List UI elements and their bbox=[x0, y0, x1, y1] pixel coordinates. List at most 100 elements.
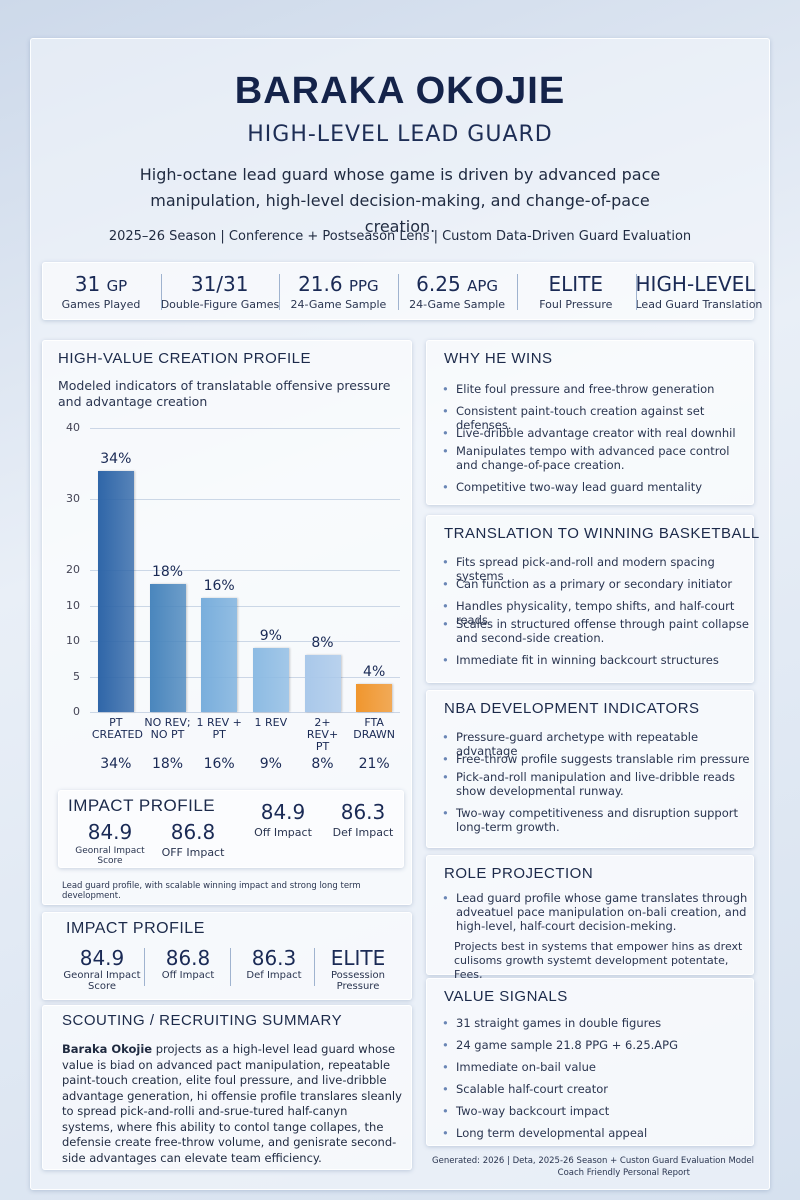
y-tick-label: 20 bbox=[66, 563, 80, 576]
footer-subline: Coach Friendly Personal Report bbox=[557, 1168, 690, 1178]
scouting-lead: Baraka Okojie bbox=[62, 1042, 153, 1056]
y-tick-label: 5 bbox=[73, 669, 80, 683]
stat-label: Double-Figure Games bbox=[160, 298, 280, 311]
bar bbox=[97, 470, 134, 712]
row-label: 21% bbox=[358, 756, 390, 772]
section-title: TRANSLATION TO WINNING BASKETBALL bbox=[444, 525, 760, 542]
stat-number: 21.6 bbox=[298, 272, 343, 296]
stat-unit: GP bbox=[106, 277, 128, 295]
impact-panel bbox=[42, 912, 412, 1000]
bullet-item: Immediate fit in winning backcourt struc… bbox=[440, 653, 750, 667]
impact-label: Off Impact bbox=[161, 970, 215, 981]
footer-generated: Generated: 2026 | Deta, 2025-26 Season +… bbox=[432, 1156, 754, 1166]
divider bbox=[144, 948, 145, 986]
grid-line bbox=[90, 570, 400, 571]
bullet-item: Elite foul pressure and free-throw gener… bbox=[440, 382, 750, 396]
stat-unit: PPG bbox=[348, 277, 379, 295]
bullet-item: Long term developmental appeal bbox=[440, 1126, 750, 1140]
row-label: 16% bbox=[203, 756, 235, 772]
bullet-item: Two-way backcourt impact bbox=[440, 1104, 750, 1118]
chart-title: HIGH-VALUE CREATION PROFILE bbox=[58, 350, 311, 367]
y-tick-label: 10 bbox=[66, 634, 80, 647]
chart-subtitle: Modeled indicators of translatable offen… bbox=[58, 378, 391, 409]
divider bbox=[279, 274, 281, 310]
impact-panel bbox=[58, 790, 404, 868]
stat-value: HIGH-LEVEL bbox=[635, 272, 756, 296]
stat-label: Foul Pressure bbox=[539, 298, 613, 311]
stat-value: 31 GP bbox=[42, 272, 160, 296]
stat-value: 6.25 APG bbox=[398, 272, 516, 296]
grid-line bbox=[90, 676, 400, 678]
row-label: 9% bbox=[259, 756, 282, 772]
impact-label: Geonral Impact Score bbox=[63, 970, 141, 992]
value-label: 4% bbox=[363, 663, 386, 680]
bullet-item: Competitive two-way lead guard mentality bbox=[440, 480, 750, 494]
role-note: Projects best in systems that empower hi… bbox=[454, 940, 743, 981]
value-label: 9% bbox=[259, 628, 282, 645]
section-title: WHY HE WINS bbox=[444, 350, 553, 367]
grid-line bbox=[90, 605, 400, 607]
divider bbox=[516, 274, 518, 310]
grid-line bbox=[90, 641, 400, 642]
grid-line bbox=[90, 428, 400, 429]
row-label: 34% bbox=[100, 756, 132, 772]
context: 2025–26 Season | Conference + Postseason… bbox=[108, 229, 692, 244]
impact-value: 86.8 bbox=[165, 946, 211, 970]
impact-label: Def Impact bbox=[246, 970, 302, 981]
stat-label: Lead Guard Translation bbox=[635, 298, 763, 311]
section-title: VALUE SIGNALS bbox=[444, 988, 568, 1005]
stats-strip bbox=[42, 262, 754, 320]
bar bbox=[252, 648, 289, 712]
impact-value: 84.9 bbox=[87, 820, 133, 844]
bar bbox=[201, 598, 238, 712]
divider bbox=[635, 274, 637, 310]
bullet-item: Live-dribble advantage creator with real… bbox=[440, 426, 750, 440]
impact-label: OFF Impact bbox=[161, 846, 225, 859]
stat-value: 31/31 bbox=[161, 272, 279, 296]
stat-label: 24-Game Sample bbox=[290, 298, 387, 311]
bullet-item: Can function as a primary or secondary i… bbox=[440, 577, 750, 591]
y-tick-label: 40 bbox=[66, 421, 80, 434]
stat-number: HIGH-LEVEL bbox=[635, 272, 756, 296]
role: HIGH-LEVEL LEAD GUARD bbox=[247, 122, 553, 147]
bullet-item: Pick-and-roll manipulation and live-drib… bbox=[440, 770, 750, 798]
x-tick-label: NO REV; NO PT bbox=[144, 716, 191, 741]
impact-value: ELITE bbox=[330, 946, 386, 970]
bullet-item: 31 straight games in double figures bbox=[440, 1016, 750, 1030]
impact-label: Geonral Impact Score bbox=[75, 846, 145, 866]
impact-label: Off Impact bbox=[254, 826, 312, 839]
divider bbox=[160, 274, 162, 310]
stat-number: ELITE bbox=[548, 272, 604, 296]
bar bbox=[356, 683, 393, 712]
stat-label: 24-Game Sample bbox=[409, 298, 506, 311]
divider bbox=[314, 948, 315, 986]
impact-value: 86.8 bbox=[170, 820, 216, 844]
impact-title: IMPACT PROFILE bbox=[68, 796, 216, 815]
bar bbox=[149, 584, 186, 712]
stat-value: 21.6 PPG bbox=[279, 272, 397, 296]
x-tick-label: FTA DRAWN bbox=[353, 716, 395, 741]
impact-label: Possession Pressure bbox=[330, 970, 386, 992]
impact-value: 84.9 bbox=[260, 800, 306, 824]
value-label: 8% bbox=[311, 635, 334, 652]
y-tick-label: 30 bbox=[66, 492, 80, 505]
scouting-title: SCOUTING / RECRUITING SUMMARY bbox=[62, 1012, 343, 1029]
scouting-panel bbox=[42, 1005, 412, 1170]
value-label: 16% bbox=[203, 578, 235, 595]
divider bbox=[230, 948, 231, 986]
bullet-item: Free-throw profile suggests translable r… bbox=[440, 752, 750, 766]
section-title: NBA DEVELOPMENT INDICATORS bbox=[444, 700, 700, 717]
impact-title: IMPACT PROFILE bbox=[66, 920, 205, 937]
bullet-item: Manipulates tempo with advanced pace con… bbox=[440, 444, 750, 472]
scouting-body: projects as a high-level lead guard whos… bbox=[62, 1042, 402, 1165]
x-tick-label: PT CREATED bbox=[91, 716, 143, 741]
bullet-item: Two-way competitiveness and disruption s… bbox=[440, 806, 750, 834]
scouting-text: Baraka Okojie projects as a high-level l… bbox=[62, 1042, 402, 1166]
impact-note: Lead guard profile, with scalable winnin… bbox=[62, 881, 361, 901]
stat-number: 6.25 bbox=[416, 272, 461, 296]
y-tick-label: 0 bbox=[73, 705, 80, 718]
name: BARAKA OKOJIE bbox=[234, 70, 566, 112]
section-title: ROLE PROJECTION bbox=[444, 865, 594, 882]
bullet-item: Immediate on-bail value bbox=[440, 1060, 750, 1074]
